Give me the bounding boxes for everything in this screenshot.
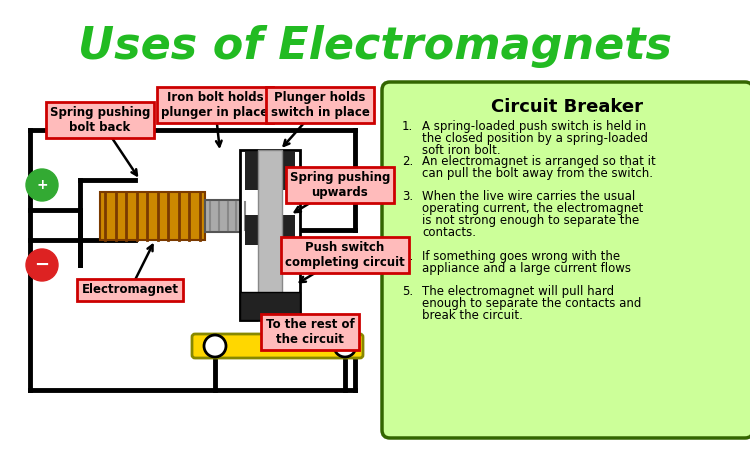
Text: An electromagnet is arranged so that it: An electromagnet is arranged so that it	[422, 155, 656, 168]
Circle shape	[334, 335, 356, 357]
Text: 4.: 4.	[402, 250, 413, 263]
Text: 2.: 2.	[402, 155, 413, 168]
Text: When the live wire carries the usual: When the live wire carries the usual	[422, 190, 635, 203]
Text: Spring pushing
bolt back: Spring pushing bolt back	[50, 106, 150, 134]
Text: contacts.: contacts.	[422, 226, 476, 239]
Text: Plunger holds
switch in place: Plunger holds switch in place	[271, 91, 370, 119]
FancyBboxPatch shape	[205, 200, 250, 232]
Text: The electromagnet will pull hard: The electromagnet will pull hard	[422, 285, 614, 298]
Text: Uses of Electromagnets: Uses of Electromagnets	[78, 25, 672, 68]
Text: appliance and a large current flows: appliance and a large current flows	[422, 262, 631, 275]
FancyBboxPatch shape	[245, 215, 295, 245]
Text: Push switch
completing circuit: Push switch completing circuit	[285, 241, 405, 269]
Text: the closed position by a spring-loaded: the closed position by a spring-loaded	[422, 132, 648, 145]
Text: can pull the bolt away from the switch.: can pull the bolt away from the switch.	[422, 167, 653, 180]
FancyBboxPatch shape	[240, 150, 300, 320]
FancyBboxPatch shape	[100, 192, 205, 240]
Text: operating current, the electromagnet: operating current, the electromagnet	[422, 202, 644, 215]
Circle shape	[204, 335, 226, 357]
Text: Spring pushing
upwards: Spring pushing upwards	[290, 171, 390, 199]
Text: soft iron bolt.: soft iron bolt.	[422, 144, 501, 157]
FancyBboxPatch shape	[192, 334, 363, 358]
FancyBboxPatch shape	[5, 90, 380, 430]
Text: −: −	[34, 256, 50, 274]
Text: 5.: 5.	[402, 285, 413, 298]
FancyBboxPatch shape	[258, 150, 282, 320]
FancyBboxPatch shape	[245, 152, 295, 190]
Circle shape	[26, 169, 58, 201]
Text: A spring-loaded push switch is held in: A spring-loaded push switch is held in	[422, 120, 646, 133]
Text: enough to separate the contacts and: enough to separate the contacts and	[422, 297, 641, 310]
Text: Iron bolt holds
plunger in place: Iron bolt holds plunger in place	[161, 91, 268, 119]
Text: Circuit Breaker: Circuit Breaker	[491, 98, 643, 116]
Circle shape	[26, 249, 58, 281]
Text: +: +	[36, 178, 48, 192]
Text: break the circuit.: break the circuit.	[422, 309, 523, 322]
FancyBboxPatch shape	[240, 292, 300, 320]
FancyBboxPatch shape	[382, 82, 750, 438]
Text: If something goes wrong with the: If something goes wrong with the	[422, 250, 620, 263]
Text: To the rest of
the circuit: To the rest of the circuit	[266, 318, 354, 346]
Text: is not strong enough to separate the: is not strong enough to separate the	[422, 214, 639, 227]
Text: Electromagnet: Electromagnet	[82, 284, 178, 297]
Text: 1.: 1.	[402, 120, 413, 133]
Text: 3.: 3.	[402, 190, 413, 203]
